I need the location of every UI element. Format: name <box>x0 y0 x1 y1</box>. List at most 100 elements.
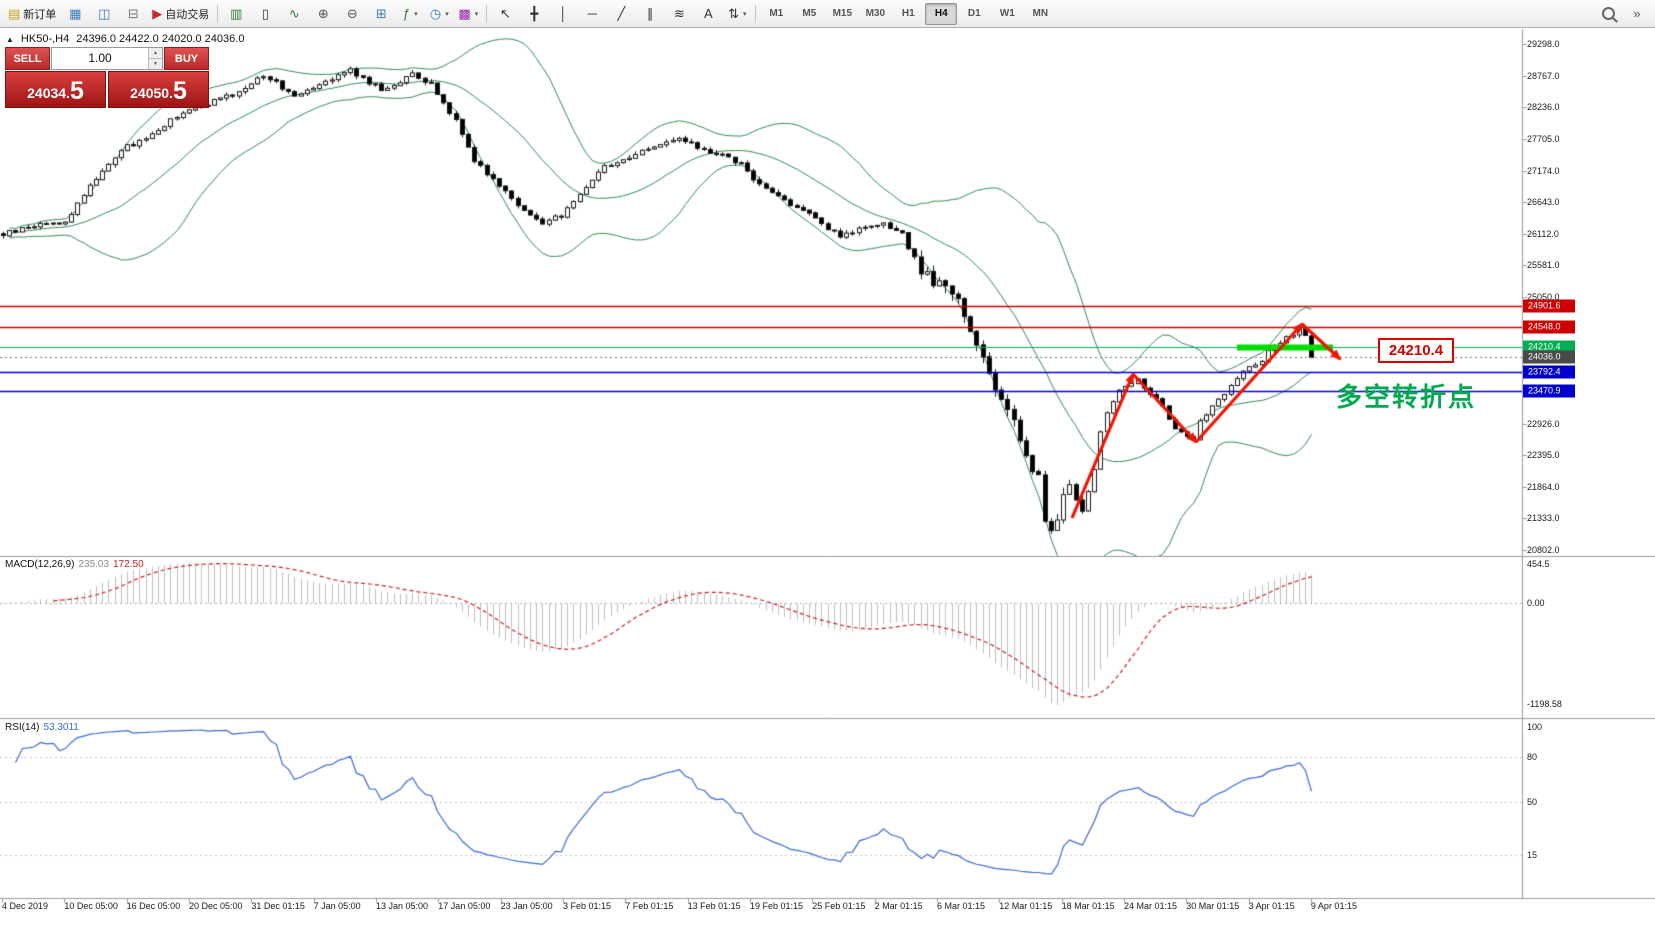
time-axis-label: 19 Feb 01:15 <box>749 901 803 911</box>
price-callout-box[interactable]: 24210.4 <box>1378 338 1454 363</box>
autotrading-label: 自动交易 <box>165 8 210 21</box>
equidistant-channel-icon[interactable]: ∥ <box>636 2 664 26</box>
horizontal-line-icon[interactable]: ─ <box>578 2 606 26</box>
macd-indicator-label: MACD(12,26,9) 235.03 172.50 <box>5 559 144 570</box>
time-axis-label: 2 Mar 01:15 <box>874 901 923 911</box>
buy-button[interactable]: BUY <box>164 47 209 70</box>
fibonacci-icon[interactable]: ≋ <box>665 2 693 26</box>
timeframe-w1-button[interactable]: W1 <box>999 8 1015 19</box>
time-axis-label: 24 Mar 01:15 <box>1123 901 1177 911</box>
tile-windows-icon: ⊞ <box>375 6 387 21</box>
price-axis-label: 20802.0 <box>1527 545 1560 555</box>
zoom-out-icon: ⊖ <box>346 6 358 21</box>
volume-field[interactable]: 1.00 ▲ ▼ <box>51 47 163 70</box>
price-axis-label: 29298.0 <box>1527 39 1560 49</box>
time-axis-label: 13 Feb 01:15 <box>687 901 741 911</box>
time-axis-label: 30 Mar 01:15 <box>1186 901 1240 911</box>
text-tool-icon: A <box>703 6 713 21</box>
price-badge[interactable]: 24548.0 <box>1523 320 1575 334</box>
caret-down-icon: ▾ <box>414 10 418 18</box>
crosshair-icon[interactable]: ╋ <box>520 2 548 26</box>
timeframe-mn-button[interactable]: MN <box>1032 8 1049 19</box>
market-watch-icon[interactable]: ◫ <box>90 2 118 26</box>
timeframe-m5-button[interactable]: M5 <box>802 8 817 19</box>
tile-windows-icon[interactable]: ⊞ <box>367 2 395 26</box>
toolbar-separator <box>486 4 488 23</box>
time-axis-label: 6 Mar 01:15 <box>936 901 985 911</box>
volume-down-button[interactable]: ▼ <box>149 59 162 69</box>
price-badge[interactable]: 23792.4 <box>1523 365 1575 379</box>
volume-spinner: ▲ ▼ <box>148 48 162 69</box>
terminal-icon[interactable]: ⊟ <box>119 2 147 26</box>
macd-scale-label: -1198.58 <box>1527 699 1562 709</box>
time-axis-label: 10 Dec 05:00 <box>64 901 118 911</box>
new-order-button[interactable]: ▤ 新订单 <box>4 2 60 26</box>
buy-price-button[interactable]: 24050. 5 <box>108 71 209 108</box>
line-chart-type-icon[interactable]: ∿ <box>280 2 308 26</box>
rsi-scale-label: 15 <box>1527 849 1538 860</box>
timeframe-h4-button[interactable]: H4 <box>925 2 958 25</box>
zoom-in-icon[interactable]: ⊕ <box>309 2 337 26</box>
timeframe-m1-button[interactable]: M1 <box>769 8 784 19</box>
volume-up-button[interactable]: ▲ <box>149 48 162 59</box>
cursor-icon[interactable]: ↖ <box>491 2 519 26</box>
sell-button[interactable]: SELL <box>5 47 50 70</box>
price-badge[interactable]: 24036.0 <box>1523 350 1575 364</box>
price-badge[interactable]: 23470.9 <box>1523 384 1575 398</box>
charts-grid-icon: ▦ <box>69 6 82 21</box>
price-axis-label: 25050.0 <box>1527 292 1560 302</box>
cursor-icon: ↖ <box>499 6 511 21</box>
caret-down-icon: ▾ <box>445 10 449 18</box>
price-badge[interactable]: 24901.6 <box>1523 299 1575 313</box>
timeframe-m30-button[interactable]: M30 <box>865 8 886 19</box>
sell-price: 24034. <box>27 85 70 102</box>
timeframe-d1-button[interactable]: D1 <box>967 8 981 19</box>
vertical-line-icon[interactable]: │ <box>549 2 577 26</box>
time-axis-label: 7 Feb 01:15 <box>625 901 674 911</box>
trendline-icon[interactable]: ╱ <box>607 2 635 26</box>
zoom-out-icon[interactable]: ⊖ <box>338 2 366 26</box>
market-watch-icon: ◫ <box>98 6 111 21</box>
toolbar-overflow-icon[interactable]: » <box>1623 2 1651 26</box>
rsi-indicator-label: RSI(14) 53.3011 <box>5 722 79 733</box>
timeframe-m15-button[interactable]: M15 <box>832 8 853 19</box>
time-axis-label: 12 Mar 01:15 <box>999 901 1053 911</box>
vertical-line-icon: │ <box>559 6 568 21</box>
price-axis-label: 26112.0 <box>1527 228 1559 239</box>
buy-price-big-digit: 5 <box>172 77 187 105</box>
sell-price-big-digit: 5 <box>69 77 84 105</box>
charts-grid-icon[interactable]: ▦ <box>61 2 89 26</box>
equidistant-channel-icon: ∥ <box>647 6 654 21</box>
rsi-scale-label: 100 <box>1527 722 1543 732</box>
price-axis-label: 25581.0 <box>1527 260 1560 271</box>
time-axis-label: 25 Feb 01:15 <box>812 901 866 911</box>
turning-point-note[interactable]: 多空转折点 <box>1336 383 1477 412</box>
timeframe-h1-button[interactable]: H1 <box>901 8 915 19</box>
time-axis-label: 3 Feb 01:15 <box>562 901 612 911</box>
sell-price-button[interactable]: 24034. 5 <box>5 71 106 108</box>
main-toolbar: ▤ 新订单 ▦ ◫ ⊟ ▶ 自动交易 ▥ ▯ ∿ ⊕ ⊖ ⊞ ƒ ▾ ◷ ▾ ▩ ▾ ↖ ╋ │ ─ ╱ ∥ ≋ A ⇅ ▾ M1 M5 M1… <box>0 0 1655 28</box>
horizontal-line-icon: ─ <box>587 6 597 21</box>
caret-down-icon: ▾ <box>742 10 747 18</box>
autotrading-button[interactable]: ▶ 自动交易 <box>148 2 213 26</box>
time-axis-label: 4 Dec 2019 <box>2 901 49 911</box>
zoom-in-icon: ⊕ <box>317 6 329 21</box>
periods-icon[interactable]: ◷ ▾ <box>425 2 453 26</box>
volume-value[interactable]: 1.00 <box>88 51 112 65</box>
price-axis-label: 28236.0 <box>1527 102 1560 113</box>
indicators-icon[interactable]: ƒ ▾ <box>396 2 424 26</box>
collapse-triangle-icon[interactable]: ▲ <box>6 34 14 44</box>
search-icon[interactable] <box>1594 2 1622 26</box>
price-badge[interactable]: 24210.4 <box>1523 340 1575 354</box>
price-axis-label: 27174.0 <box>1527 165 1560 176</box>
time-axis-label: 23 Jan 05:00 <box>500 901 553 911</box>
templates-icon[interactable]: ▩ ▾ <box>454 2 482 26</box>
text-tool-icon[interactable]: A <box>694 2 722 26</box>
bar-chart-type-icon: ▥ <box>230 6 243 21</box>
bar-chart-type-icon[interactable]: ▥ <box>222 2 250 26</box>
price-axis-label: 28767.0 <box>1527 70 1560 81</box>
candlestick-chart-type-icon[interactable]: ▯ <box>251 2 279 26</box>
symbol-title: HK50-,H4 <box>20 33 70 45</box>
arrows-tool-icon[interactable]: ⇅ ▾ <box>723 2 751 26</box>
